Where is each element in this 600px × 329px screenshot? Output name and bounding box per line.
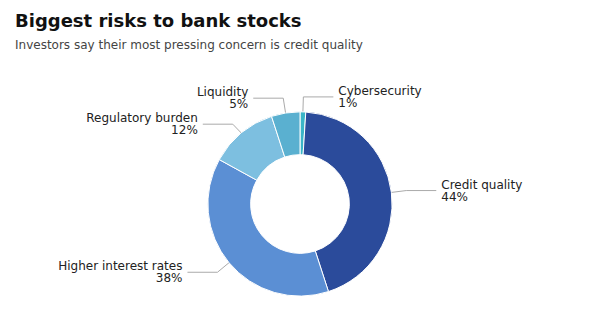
svg-text:Biggest risks to bank stocks: Biggest risks to bank stocks — [15, 10, 302, 31]
svg-text:1%: 1% — [338, 96, 357, 110]
svg-text:12%: 12% — [171, 123, 198, 137]
svg-text:Liquidity: Liquidity — [196, 85, 249, 100]
svg-text:44%: 44% — [441, 190, 468, 204]
svg-text:38%: 38% — [156, 271, 183, 285]
svg-text:Regulatory burden: Regulatory burden — [86, 111, 198, 126]
svg-text:Cybersecurity: Cybersecurity — [338, 83, 422, 98]
svg-text:Investors say their most press: Investors say their most pressing concer… — [15, 38, 363, 52]
svg-text:5%: 5% — [229, 97, 248, 111]
svg-text:Higher interest rates: Higher interest rates — [58, 259, 183, 274]
svg-text:Credit quality: Credit quality — [441, 177, 523, 192]
